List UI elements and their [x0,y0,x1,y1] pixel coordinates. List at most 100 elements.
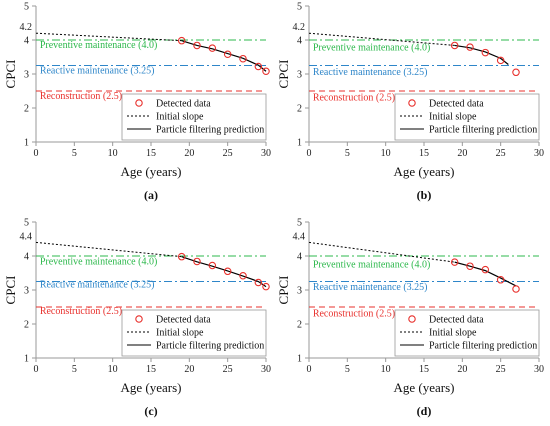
detected-data-point [512,285,520,293]
x-tick-label: 20 [457,148,467,159]
prediction-line [181,40,267,72]
y-axis-label: CPCI [276,276,291,305]
y-extra-tick-label: 4.4 [293,231,306,242]
legend-label: Particle filtering prediction [156,125,264,136]
initial-slope-line [308,241,455,263]
x-tick-label: 5 [72,148,77,159]
y-tick-label: 1 [297,354,302,365]
y-axis-label: CPCI [3,60,18,89]
y-tick-label: 5 [297,218,302,229]
x-tick-label: 30 [534,148,544,159]
x-tick-label: 15 [419,364,429,375]
y-tick-label: 3 [297,70,302,81]
legend-box [121,309,267,357]
threshold-label: Preventive maintenance (4.0) [313,42,430,53]
y-tick-label: 2 [24,104,29,115]
x-tick-label: 5 [72,364,77,375]
legend-label: Initial slope [156,328,204,339]
x-tick-label: 5 [345,148,350,159]
x-tick-label: 10 [381,364,391,375]
threshold-label: Reactive maintenance (3.25) [313,67,428,78]
x-axis-label: Age (years) [394,380,455,395]
chart-panel-a: 0 5 10 15 20 25 30 1 2 3 4 5 4.2 Age (years) CPCI Preve… [3,2,271,203]
threshold-label: Preventive maintenance (4.0) [40,40,157,51]
chart-panel-b: 0 5 10 15 20 25 30 1 2 3 4 5 4.2 Age (years) CPCI Preve… [276,2,544,203]
threshold-label: Reconstruction (2.5) [313,309,395,320]
legend-marker-detected [135,99,143,107]
y-tick-label: 1 [24,354,29,365]
x-tick-label: 30 [534,364,544,375]
x-tick-label: 10 [108,148,118,159]
legend-label: Particle filtering prediction [156,341,264,352]
legend-label: Detected data [156,315,211,326]
y-extra-tick-label: 4.2 [20,22,33,33]
x-axis-label: Age (years) [121,380,182,395]
detected-data-point [208,261,217,270]
chart-panel-c: 0 5 10 15 20 25 30 1 2 3 4 5 4.4 Age (years) CPCI Preve… [3,218,271,419]
detected-data-point [450,41,459,50]
y-extra-tick-label: 4.2 [293,22,306,33]
x-tick-label: 15 [146,364,156,375]
detected-data-point [466,43,474,51]
threshold-label: Reconstruction (2.5) [40,306,122,317]
x-tick-label: 25 [223,364,233,375]
legend-marker-detected [408,99,416,107]
detected-data-point [262,282,270,291]
threshold-label: Preventive maintenance (4.0) [40,257,157,268]
threshold-label: Reactive maintenance (3.25) [40,279,155,290]
x-tick-label: 20 [184,364,194,375]
y-tick-label: 2 [24,320,29,331]
y-axis-label: CPCI [276,60,291,89]
y-tick-label: 3 [24,286,29,297]
x-tick-label: 25 [223,148,233,159]
x-axis-label: Age (years) [394,164,455,179]
detected-data-point [208,44,217,52]
x-tick-label: 20 [457,364,467,375]
legend-box [394,93,540,141]
detected-data-point [177,36,186,45]
threshold-label: Reactive maintenance (3.25) [313,282,428,293]
y-tick-label: 4 [297,252,302,263]
detected-data-point [223,50,232,59]
panel-label: (c) [144,404,157,418]
detected-data-point [512,68,520,77]
x-tick-label: 25 [496,148,506,159]
detected-data-point [223,267,232,276]
x-axis-label: Age (years) [121,164,182,179]
threshold-label: Preventive maintenance (4.0) [313,259,430,270]
threshold-label: Reconstruction (2.5) [40,91,122,102]
x-tick-label: 0 [307,148,312,159]
x-tick-label: 20 [184,148,194,159]
detected-data-point [496,56,505,65]
legend-label: Particle filtering prediction [429,125,537,136]
x-tick-label: 30 [261,148,271,159]
legend-marker-detected [135,315,143,323]
prediction-line [454,44,509,65]
y-tick-label: 4 [24,252,29,263]
detected-data-point [262,67,270,76]
x-tick-label: 30 [261,364,271,375]
y-tick-label: 5 [24,2,29,13]
initial-slope-line [308,32,455,46]
y-tick-label: 3 [24,70,29,81]
y-tick-label: 5 [297,2,302,13]
y-tick-label: 3 [297,286,302,297]
detected-data-point [466,262,474,270]
detected-data-point [254,278,263,287]
legend-label: Particle filtering prediction [429,341,537,352]
prediction-line [181,256,267,288]
chart-panel-d: 0 5 10 15 20 25 30 1 2 3 4 5 4.4 Age (years) CPCI Preve… [276,218,544,419]
legend-marker-detected [408,315,416,323]
threshold-label: Reconstruction (2.5) [313,93,395,104]
panel-label: (a) [144,188,158,202]
y-axis-label: CPCI [3,276,18,305]
legend-label: Detected data [156,99,211,110]
legend: Detected data Initial slope Particle filte… [121,93,267,141]
y-tick-label: 1 [297,138,302,149]
detected-data-point [496,276,505,284]
detected-data-point [239,271,247,280]
prediction-line [454,261,517,287]
y-tick-label: 2 [297,320,302,331]
y-tick-label: 1 [24,138,29,149]
